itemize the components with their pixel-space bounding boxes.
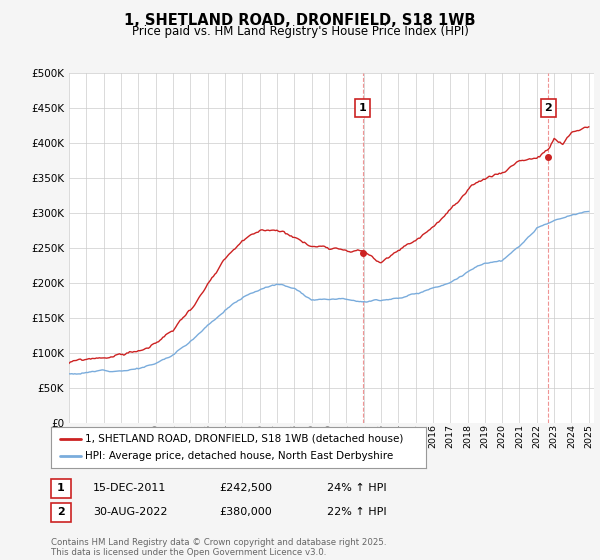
Text: Contains HM Land Registry data © Crown copyright and database right 2025.
This d: Contains HM Land Registry data © Crown c… (51, 538, 386, 557)
Text: 15-DEC-2011: 15-DEC-2011 (93, 483, 166, 493)
Text: £242,500: £242,500 (219, 483, 272, 493)
Text: 1, SHETLAND ROAD, DRONFIELD, S18 1WB (detached house): 1, SHETLAND ROAD, DRONFIELD, S18 1WB (de… (85, 433, 403, 444)
Text: 24% ↑ HPI: 24% ↑ HPI (327, 483, 386, 493)
Text: 22% ↑ HPI: 22% ↑ HPI (327, 507, 386, 517)
Text: HPI: Average price, detached house, North East Derbyshire: HPI: Average price, detached house, Nort… (85, 451, 393, 461)
Text: 2: 2 (545, 103, 553, 113)
Text: 30-AUG-2022: 30-AUG-2022 (93, 507, 167, 517)
Text: Price paid vs. HM Land Registry's House Price Index (HPI): Price paid vs. HM Land Registry's House … (131, 25, 469, 38)
Text: 1: 1 (359, 103, 367, 113)
Text: 2: 2 (57, 507, 65, 517)
Text: 1: 1 (57, 483, 65, 493)
Text: 1, SHETLAND ROAD, DRONFIELD, S18 1WB: 1, SHETLAND ROAD, DRONFIELD, S18 1WB (124, 13, 476, 28)
Text: £380,000: £380,000 (219, 507, 272, 517)
